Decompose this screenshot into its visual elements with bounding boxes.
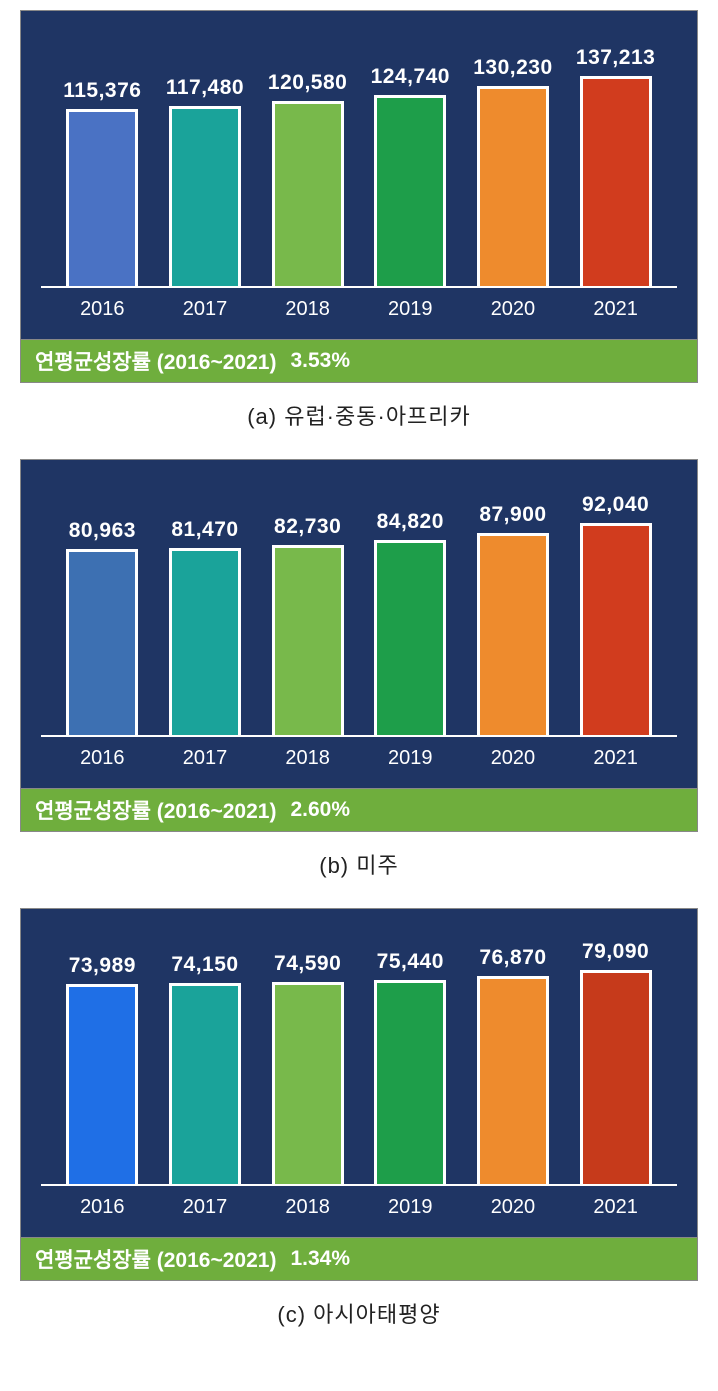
growth-rate-value: 3.53% (290, 349, 350, 373)
growth-rate-value: 2.60% (290, 798, 350, 822)
bars-area: 80,963 81,470 82,730 84,820 87,900 92,040 (41, 485, 677, 737)
bar (66, 549, 138, 735)
growth-rate-label: 연평균성장률 (2016~2021) (35, 1244, 276, 1274)
bar-value-label: 124,740 (371, 65, 450, 89)
bar (169, 983, 241, 1184)
x-tick-label: 2016 (56, 1196, 148, 1219)
bar-value-label: 92,040 (582, 493, 649, 517)
bar-group: 81,470 (159, 518, 251, 735)
bar-value-label: 79,090 (582, 940, 649, 964)
x-tick-label: 2020 (467, 1196, 559, 1219)
bar-group: 79,090 (569, 940, 661, 1184)
x-tick-label: 2018 (261, 1196, 353, 1219)
bar-value-label: 130,230 (473, 56, 552, 80)
bar-group: 82,730 (261, 515, 353, 735)
bars-area: 73,989 74,150 74,590 75,440 76,870 79,090 (41, 934, 677, 1186)
bar-group: 76,870 (467, 946, 559, 1184)
bar-value-label: 75,440 (377, 950, 444, 974)
x-tick-label: 2021 (569, 1196, 661, 1219)
bar-group: 74,150 (159, 953, 251, 1184)
bar-value-label: 81,470 (171, 518, 238, 542)
bar-group: 74,590 (261, 952, 353, 1184)
bar-group: 124,740 (364, 65, 456, 286)
x-tick-label: 2020 (467, 747, 559, 770)
bar-value-label: 87,900 (479, 503, 546, 527)
bar-group: 92,040 (569, 493, 661, 735)
x-tick-label: 2016 (56, 747, 148, 770)
bar-group: 137,213 (569, 46, 661, 286)
bar-group: 115,376 (56, 79, 148, 286)
bar-chart: 80,963 81,470 82,730 84,820 87,900 92,040 2016… (20, 459, 698, 789)
x-tick-label: 2018 (261, 747, 353, 770)
bar (580, 970, 652, 1184)
x-tick-label: 2017 (159, 1196, 251, 1219)
bar-value-label: 115,376 (63, 79, 141, 103)
x-axis: 2016 2017 2018 2019 2020 2021 (41, 737, 677, 788)
bar (477, 86, 549, 286)
panel-caption: (a) 유럽·중동·아프리카 (20, 399, 698, 431)
x-tick-label: 2017 (159, 747, 251, 770)
bar-value-label: 84,820 (377, 510, 444, 534)
bar-group: 130,230 (467, 56, 559, 286)
growth-rate-label: 연평균성장률 (2016~2021) (35, 346, 276, 376)
bars-area: 115,376 117,480 120,580 124,740 130,230 137,2… (41, 36, 677, 288)
bar (477, 533, 549, 735)
growth-rate-strip: 연평균성장률 (2016~2021) 1.34% (20, 1238, 698, 1281)
bar-group: 80,963 (56, 519, 148, 735)
bar (169, 548, 241, 735)
bar-value-label: 74,590 (274, 952, 341, 976)
x-tick-label: 2016 (56, 298, 148, 321)
x-tick-label: 2019 (364, 298, 456, 321)
bar-value-label: 80,963 (69, 519, 136, 543)
growth-rate-label: 연평균성장률 (2016~2021) (35, 795, 276, 825)
bar (580, 76, 652, 286)
bar-value-label: 120,580 (268, 71, 347, 95)
bar-chart: 115,376 117,480 120,580 124,740 130,230 137,2… (20, 10, 698, 340)
bar-group: 87,900 (467, 503, 559, 735)
bar (66, 984, 138, 1184)
chart-panel-a: 115,376 117,480 120,580 124,740 130,230 137,2… (20, 10, 698, 431)
bar-chart: 73,989 74,150 74,590 75,440 76,870 79,090 2016… (20, 908, 698, 1238)
bar-value-label: 74,150 (171, 953, 238, 977)
x-tick-label: 2021 (569, 298, 661, 321)
chart-panel-c: 73,989 74,150 74,590 75,440 76,870 79,090 2016… (20, 908, 698, 1329)
bar (374, 95, 446, 286)
bar-group: 120,580 (261, 71, 353, 286)
x-tick-label: 2020 (467, 298, 559, 321)
bar-group: 117,480 (159, 76, 251, 286)
x-tick-label: 2019 (364, 747, 456, 770)
panel-caption: (c) 아시아태평양 (20, 1297, 698, 1329)
x-tick-label: 2017 (159, 298, 251, 321)
bar-value-label: 76,870 (479, 946, 546, 970)
x-tick-label: 2021 (569, 747, 661, 770)
bar (272, 101, 344, 286)
growth-rate-value: 1.34% (290, 1247, 350, 1271)
x-axis: 2016 2017 2018 2019 2020 2021 (41, 288, 677, 339)
bar-group: 75,440 (364, 950, 456, 1184)
bar-group: 84,820 (364, 510, 456, 735)
x-axis: 2016 2017 2018 2019 2020 2021 (41, 1186, 677, 1237)
x-tick-label: 2018 (261, 298, 353, 321)
bar (477, 976, 549, 1184)
bar (272, 982, 344, 1184)
bar (374, 540, 446, 735)
bar (374, 980, 446, 1184)
bar (580, 523, 652, 735)
bar-value-label: 82,730 (274, 515, 341, 539)
panel-caption: (b) 미주 (20, 848, 698, 880)
bar (272, 545, 344, 735)
bar-value-label: 73,989 (69, 954, 136, 978)
chart-panel-b: 80,963 81,470 82,730 84,820 87,900 92,040 2016… (20, 459, 698, 880)
bar (169, 106, 241, 286)
growth-rate-strip: 연평균성장률 (2016~2021) 3.53% (20, 340, 698, 383)
x-tick-label: 2019 (364, 1196, 456, 1219)
bar-value-label: 117,480 (166, 76, 244, 100)
growth-rate-strip: 연평균성장률 (2016~2021) 2.60% (20, 789, 698, 832)
bar (66, 109, 138, 286)
bar-value-label: 137,213 (576, 46, 655, 70)
bar-group: 73,989 (56, 954, 148, 1184)
